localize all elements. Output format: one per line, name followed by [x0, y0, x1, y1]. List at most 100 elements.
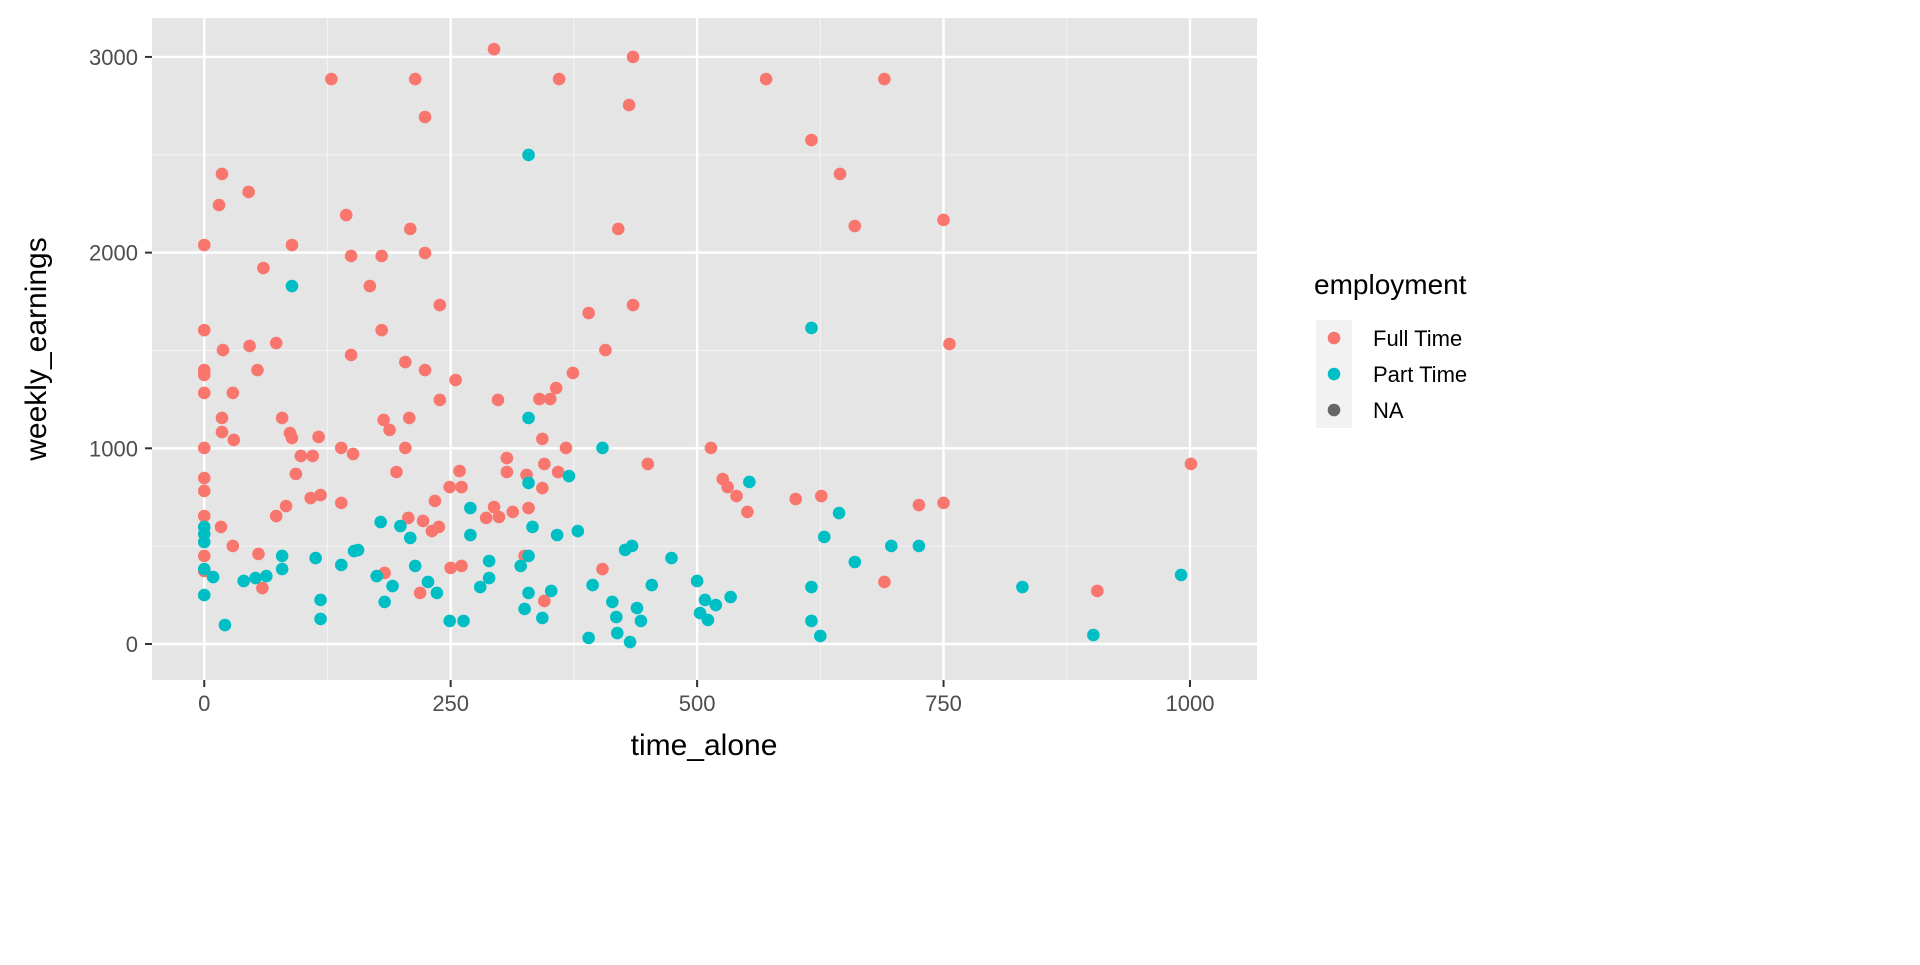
- point-part-time: [817, 530, 831, 544]
- point-full-time: [289, 467, 303, 481]
- point-part-time: [536, 611, 549, 625]
- point-full-time: [759, 72, 773, 86]
- point-full-time: [721, 480, 734, 494]
- point-part-time: [709, 598, 723, 612]
- point-part-time: [630, 601, 644, 615]
- point-full-time: [536, 481, 549, 495]
- point-part-time: [606, 595, 619, 609]
- point-full-time: [344, 249, 358, 263]
- point-part-time: [805, 614, 818, 628]
- point-full-time: [522, 501, 535, 515]
- point-part-time: [351, 543, 365, 557]
- point-part-time: [884, 539, 898, 553]
- point-full-time: [538, 594, 551, 608]
- point-part-time: [378, 595, 391, 609]
- point-full-time: [215, 167, 229, 181]
- point-full-time: [334, 441, 348, 455]
- point-part-time: [237, 574, 250, 588]
- point-full-time: [878, 575, 891, 589]
- point-full-time: [251, 363, 264, 377]
- point-full-time: [418, 246, 432, 260]
- point-full-time: [197, 323, 211, 337]
- point-full-time: [444, 561, 457, 575]
- point-full-time: [538, 457, 551, 471]
- point-full-time: [252, 547, 265, 561]
- point-full-time: [215, 425, 229, 439]
- point-part-time: [421, 575, 435, 589]
- points: [197, 42, 1198, 649]
- point-full-time: [416, 514, 430, 528]
- point-part-time: [544, 584, 558, 598]
- point-part-time: [832, 506, 846, 520]
- point-part-time: [596, 441, 609, 455]
- point-full-time: [551, 465, 565, 479]
- legend-label: NA: [1373, 398, 1404, 423]
- point-full-time: [418, 110, 432, 124]
- point-part-time: [522, 148, 535, 162]
- point-full-time: [375, 323, 388, 337]
- point-full-time: [339, 208, 353, 222]
- point-full-time: [453, 464, 466, 478]
- point-full-time: [626, 298, 640, 312]
- point-part-time: [314, 612, 327, 626]
- point-full-time: [418, 363, 432, 377]
- point-part-time: [625, 539, 639, 553]
- point-full-time: [275, 411, 289, 425]
- point-part-time: [314, 593, 327, 607]
- point-full-time: [269, 336, 283, 350]
- point-part-time: [690, 574, 704, 588]
- point-part-time: [473, 580, 487, 594]
- point-part-time: [386, 579, 399, 593]
- point-full-time: [433, 298, 447, 312]
- x-tick-label: 1000: [1165, 691, 1214, 716]
- point-full-time: [312, 430, 325, 444]
- point-full-time: [413, 586, 427, 600]
- point-part-time: [701, 613, 715, 627]
- point-full-time: [848, 219, 862, 233]
- point-full-time: [506, 505, 520, 519]
- point-full-time: [399, 441, 412, 455]
- point-part-time: [526, 520, 539, 534]
- point-part-time: [197, 535, 211, 549]
- point-full-time: [500, 465, 514, 479]
- point-full-time: [599, 343, 612, 357]
- y-axis: 0 1000 2000 3000: [89, 45, 152, 657]
- point-full-time: [402, 411, 416, 425]
- point-full-time: [549, 381, 563, 395]
- point-part-time: [218, 618, 232, 632]
- point-full-time: [346, 447, 360, 461]
- point-part-time: [430, 586, 444, 600]
- x-tick-label: 750: [925, 691, 962, 716]
- point-part-time: [403, 531, 417, 545]
- x-tick-label: 500: [679, 691, 716, 716]
- point-full-time: [304, 491, 318, 505]
- point-full-time: [375, 249, 388, 263]
- point-full-time: [197, 549, 211, 563]
- point-full-time: [943, 337, 956, 351]
- point-full-time: [214, 520, 228, 534]
- point-full-time: [912, 498, 926, 512]
- point-part-time: [586, 578, 599, 592]
- point-full-time: [611, 222, 625, 236]
- point-full-time: [704, 441, 718, 455]
- point-full-time: [566, 366, 580, 380]
- point-full-time: [197, 441, 211, 455]
- point-part-time: [249, 571, 262, 585]
- point-part-time: [443, 614, 456, 628]
- point-full-time: [622, 98, 636, 112]
- point-part-time: [912, 539, 926, 553]
- point-full-time: [226, 386, 240, 400]
- point-full-time: [487, 500, 501, 514]
- point-full-time: [314, 488, 327, 502]
- point-part-time: [514, 559, 527, 573]
- point-full-time: [269, 509, 283, 523]
- legend-label: Part Time: [1373, 362, 1467, 387]
- point-full-time: [401, 511, 415, 525]
- legend-marker: [1327, 403, 1341, 417]
- legend-marker: [1327, 367, 1341, 381]
- point-full-time: [212, 198, 226, 212]
- y-tick-label: 3000: [89, 45, 138, 70]
- point-full-time: [390, 465, 403, 479]
- legend: employment Full Time Part Time NA: [1314, 269, 1467, 428]
